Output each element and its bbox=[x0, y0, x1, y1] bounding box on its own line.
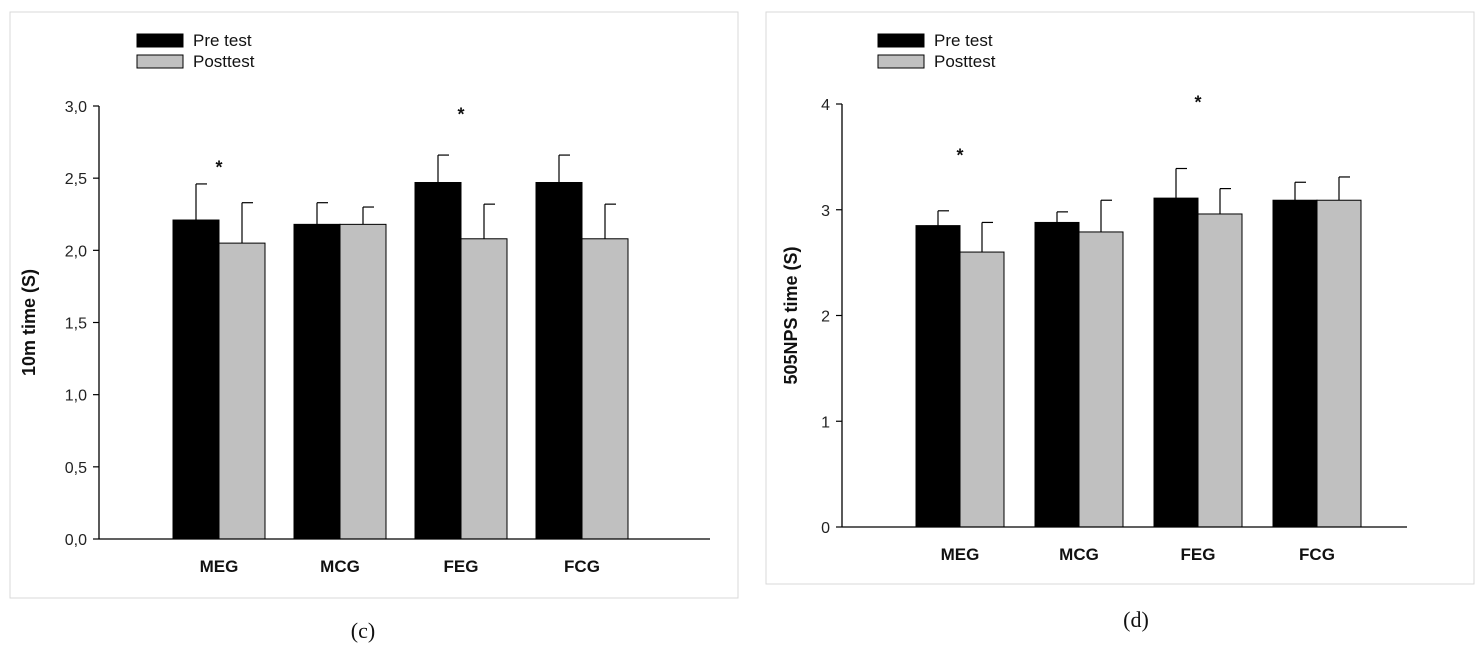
legend-label-posttest: Posttest bbox=[934, 52, 996, 71]
bar-mcg-posttest bbox=[1078, 231, 1124, 528]
category-label-feg: FEG bbox=[444, 557, 479, 576]
y-tick-label: 3 bbox=[821, 203, 830, 220]
y-tick-label: 0 bbox=[821, 520, 830, 537]
panel-c-frame bbox=[9, 11, 739, 599]
bar-mcg-pretest bbox=[1034, 221, 1080, 528]
bar-feg-pretest bbox=[414, 181, 462, 540]
y-axis-label: 505NPS time (S) bbox=[781, 246, 801, 384]
bar-fcg-posttest bbox=[1316, 199, 1362, 528]
significance-star: * bbox=[215, 158, 222, 178]
y-tick-label: 4 bbox=[821, 97, 830, 114]
y-tick-label: 3,0 bbox=[65, 99, 87, 116]
bar-feg-posttest bbox=[1197, 213, 1243, 528]
bar-meg-posttest bbox=[218, 242, 266, 540]
legend-label-posttest: Posttest bbox=[193, 52, 255, 71]
category-label-mcg: MCG bbox=[320, 557, 360, 576]
panel-d-caption: (d) bbox=[1123, 607, 1149, 632]
legend-swatch-posttest bbox=[136, 54, 184, 69]
y-tick-label: 1,0 bbox=[65, 388, 87, 405]
panel-d-frame bbox=[765, 11, 1475, 585]
legend-label-pretest: Pre test bbox=[934, 31, 993, 50]
category-label-fcg: FCG bbox=[564, 557, 600, 576]
significance-star: * bbox=[457, 104, 464, 124]
bar-fcg-posttest bbox=[581, 238, 629, 540]
bar-feg-pretest bbox=[1153, 197, 1199, 528]
y-tick-label: 2 bbox=[821, 309, 830, 326]
y-tick-label: 1,5 bbox=[65, 316, 87, 333]
y-tick-label: 0,0 bbox=[65, 532, 87, 549]
y-tick-label: 2,5 bbox=[65, 171, 87, 188]
category-label-meg: MEG bbox=[200, 557, 239, 576]
bar-mcg-pretest bbox=[293, 223, 341, 540]
y-tick-label: 0,5 bbox=[65, 460, 87, 477]
y-tick-label: 1 bbox=[821, 414, 830, 431]
bar-meg-posttest bbox=[959, 251, 1005, 528]
bar-mcg-posttest bbox=[339, 223, 387, 540]
legend-label-pretest: Pre test bbox=[193, 31, 252, 50]
significance-star: * bbox=[956, 146, 963, 166]
legend-swatch-pretest bbox=[877, 33, 925, 48]
legend-swatch-posttest bbox=[877, 54, 925, 69]
bar-meg-pretest bbox=[172, 219, 220, 540]
chart-505nps-time: Pre test Posttest 0 1 2 3 4 505NPS time (S) MEG M… bbox=[781, 31, 1407, 564]
bar-fcg-pretest bbox=[535, 181, 583, 540]
bar-fcg-pretest bbox=[1272, 199, 1318, 528]
chart-10m-time: Pre test Posttest 0,0 0,5 1,0 1,5 2,0 2,5 3,0 10m… bbox=[19, 31, 710, 576]
category-label-fcg: FCG bbox=[1299, 545, 1335, 564]
legend-swatch-pretest bbox=[136, 33, 184, 48]
y-tick-label: 2,0 bbox=[65, 243, 87, 260]
category-label-feg: FEG bbox=[1181, 545, 1216, 564]
significance-star: * bbox=[1194, 93, 1201, 113]
bar-feg-posttest bbox=[460, 238, 508, 540]
panel-c-caption: (c) bbox=[351, 618, 375, 643]
category-label-meg: MEG bbox=[941, 545, 980, 564]
y-axis-label: 10m time (S) bbox=[19, 269, 39, 376]
category-label-mcg: MCG bbox=[1059, 545, 1099, 564]
bar-meg-pretest bbox=[915, 225, 961, 528]
